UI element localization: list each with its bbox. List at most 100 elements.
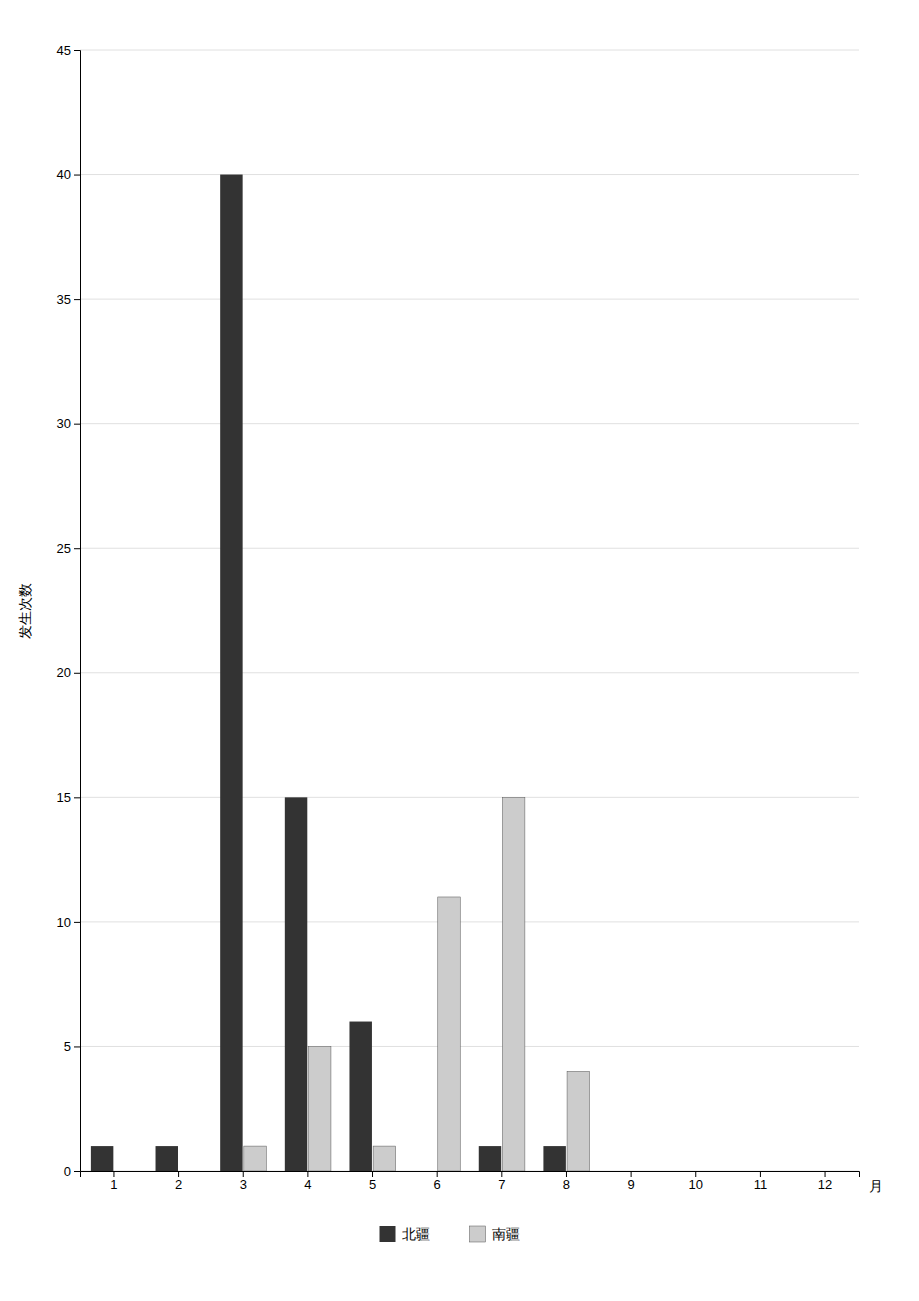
bar [285, 797, 307, 1171]
x-tick-label: 2 [175, 1177, 182, 1192]
x-tick-label: 5 [369, 1177, 376, 1192]
x-tick-label: 7 [498, 1177, 505, 1192]
bar [414, 1171, 436, 1172]
x-tick-mark [372, 1171, 373, 1177]
x-tick: 12 [818, 1171, 832, 1192]
x-tick-label: 10 [689, 1177, 703, 1192]
y-tick-mark [74, 922, 80, 923]
y-tick: 45 [57, 43, 80, 58]
bar [179, 1171, 201, 1172]
y-tick-label: 15 [57, 790, 71, 805]
y-tick: 25 [57, 541, 80, 556]
bar [91, 1146, 113, 1171]
grid-line [80, 299, 859, 300]
bars [91, 175, 590, 1171]
bar [608, 1171, 630, 1172]
x-tick: 7 [498, 1171, 505, 1192]
x-tick: 9 [628, 1171, 635, 1192]
legend-item: 北疆 [380, 1226, 430, 1242]
grid-line [80, 548, 859, 549]
x-tick-label: 8 [563, 1177, 570, 1192]
x-tick-mark [825, 1171, 826, 1177]
x-tick-mark [760, 1171, 761, 1177]
bar [479, 1146, 501, 1171]
y-tick-mark [74, 1046, 80, 1047]
grid-line [80, 1046, 859, 1047]
x-tick-label: 9 [628, 1177, 635, 1192]
x-axis: 123456789101112 [81, 1171, 860, 1192]
legend-label: 北疆 [402, 1226, 430, 1242]
bar [802, 1171, 824, 1172]
bar [826, 1171, 848, 1172]
x-tick-label: 12 [818, 1177, 832, 1192]
y-tick: 0 [64, 1164, 80, 1179]
y-tick-mark [74, 1171, 80, 1172]
y-tick-label: 45 [57, 43, 71, 58]
y-tick-label: 35 [57, 292, 71, 307]
x-tick-mark [695, 1171, 696, 1177]
y-tick-label: 25 [57, 541, 71, 556]
bar [438, 897, 460, 1171]
legend-swatch [470, 1226, 486, 1242]
grid [80, 50, 859, 1171]
bar [737, 1171, 759, 1172]
bar [115, 1171, 137, 1172]
x-tick-label: 3 [240, 1177, 247, 1192]
x-tick-mark [437, 1171, 438, 1177]
y-axis-title: 发生次数 [17, 583, 33, 639]
x-tick-label: 11 [754, 1177, 768, 1192]
y-tick-label: 30 [57, 416, 71, 431]
y-axis: 0 5 10 15 20 25 30 35 40 45 [57, 43, 81, 1179]
x-tick-mark [631, 1171, 632, 1177]
y-tick-mark [74, 797, 80, 798]
y-tick: 35 [57, 292, 80, 307]
x-tick-mark [113, 1171, 114, 1177]
bar [502, 797, 524, 1171]
bar [244, 1146, 266, 1171]
bar [567, 1071, 589, 1171]
grid-line [80, 797, 859, 798]
grid-line [80, 174, 859, 175]
x-tick-label: 6 [434, 1177, 441, 1192]
x-tick-label: 1 [110, 1177, 117, 1192]
y-tick-mark [74, 50, 80, 51]
y-tick: 20 [57, 665, 80, 680]
y-tick: 40 [57, 167, 80, 182]
y-axis-line [74, 51, 81, 1172]
grid-line [80, 423, 859, 424]
y-tick-mark [74, 175, 80, 176]
chart: 123456789101112051015202530354045月发生次数北疆… [0, 0, 919, 1301]
x-tick: 11 [754, 1171, 768, 1192]
bar [696, 1171, 718, 1172]
y-tick-mark [74, 548, 80, 549]
legend-label: 南疆 [492, 1226, 520, 1242]
x-tick: 4 [304, 1171, 311, 1192]
bar [673, 1171, 695, 1172]
bar [632, 1171, 654, 1172]
plot: 123456789101112051015202530354045月发生次数 [17, 43, 883, 1194]
x-tick-mark [243, 1171, 244, 1177]
y-tick-label: 40 [57, 167, 71, 182]
y-tick-mark [74, 424, 80, 425]
x-tick-mark [307, 1171, 308, 1177]
x-tick: 5 [369, 1171, 376, 1192]
grid-line [80, 672, 859, 673]
y-tick: 10 [57, 915, 80, 930]
x-tick-label: 4 [304, 1177, 311, 1192]
y-tick-label: 0 [64, 1164, 71, 1179]
y-tick-mark [74, 673, 80, 674]
x-axis-title: 月 [869, 1178, 883, 1194]
bar [543, 1146, 565, 1171]
x-tick: 3 [240, 1171, 247, 1192]
bar-series [244, 797, 590, 1171]
x-tick: 6 [434, 1171, 441, 1192]
bar [761, 1171, 783, 1172]
x-tick: 8 [563, 1171, 570, 1192]
bar-series [91, 175, 566, 1171]
bar [156, 1146, 178, 1171]
legend-item: 南疆 [470, 1226, 520, 1242]
y-tick: 30 [57, 416, 80, 431]
x-tick-mark [501, 1171, 502, 1177]
y-tick: 5 [64, 1039, 80, 1054]
x-axis-line [81, 1172, 860, 1178]
